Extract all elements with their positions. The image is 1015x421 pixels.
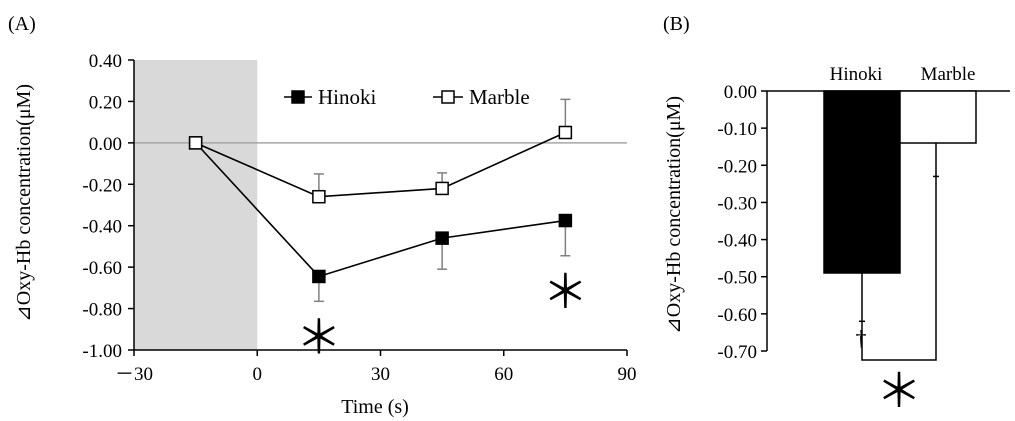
stimulus-shaded-region	[134, 60, 258, 350]
y-tick-label-a-0-20: -0.20	[82, 175, 122, 196]
panel-a-label: (A)	[8, 13, 36, 35]
y-axis-title-b: ⊿Oxy-Hb concentration(μM)	[663, 96, 685, 334]
bar-hinoki	[823, 90, 901, 274]
y-tick-label-b-0-00: 0.00	[724, 82, 757, 103]
x-tick-label-a-0: 0	[253, 364, 263, 385]
y-tick-label-b-0-60: -0.60	[717, 305, 757, 326]
y-tick-label-a-0-40: 0.40	[89, 51, 122, 72]
y-axis-title-a: ⊿Oxy-Hb concentration(μM)	[13, 84, 35, 322]
category-label-hinoki: Hinoki	[830, 64, 883, 85]
y-tick-label-a-0-80: -0.80	[82, 300, 122, 321]
y-tick-label-a-0-20: 0.20	[89, 92, 122, 113]
point-marble-1	[312, 189, 326, 204]
point-marble-2	[435, 181, 449, 196]
series-a	[188, 98, 573, 303]
y-tick-label-a-0-60: -0.60	[82, 258, 122, 279]
y-tick-label-a-0-40: -0.40	[82, 217, 122, 238]
annotations-b: †＊	[856, 176, 937, 417]
panel-b: (B) 0.00 -0.10 -0.20 -0.30 -0.40 -0.50 -0.60 -0…	[663, 13, 1010, 417]
category-label-marble: Marble	[921, 64, 976, 85]
bars-b: Hinoki Marble	[823, 64, 977, 323]
bar-marble	[899, 90, 977, 144]
legend-label-marble: Marble	[469, 85, 530, 109]
legend-label-hinoki: Hinoki	[318, 85, 377, 109]
point-marble-3	[558, 125, 573, 140]
x-tick-label-a-30: －30	[115, 364, 153, 385]
y-tick-label-b-0-40: -0.40	[717, 231, 757, 252]
point-hinoki-3	[558, 213, 573, 228]
legend: Hinoki Marble	[284, 85, 530, 109]
legend-entry-hinoki: Hinoki	[284, 85, 377, 109]
y-tick-label-b-0-20: -0.20	[717, 156, 757, 177]
x-ticks-a: －30 0 30 60 90	[115, 350, 637, 385]
significance-bracket-b	[861, 176, 937, 361]
point-hinoki-2	[435, 231, 449, 245]
x-tick-label-a-60: 60	[494, 364, 513, 385]
significance-star-b: ＊	[876, 366, 922, 417]
y-tick-label-a-0-00: 0.00	[89, 134, 122, 155]
x-tick-label-a-30: 30	[371, 364, 390, 385]
legend-entry-marble: Marble	[433, 85, 530, 109]
significance-star-a-1: ＊	[542, 267, 588, 318]
dagger-mark-hinoki: †	[856, 325, 867, 350]
panel-a: (A) 0.40 0.20 0.00 -0.20 -0.40 -0.60 -0.80 -1.0…	[8, 13, 637, 418]
legend-marker-hinoki	[291, 90, 305, 104]
y-tick-label-a-1-00: -1.00	[82, 341, 122, 362]
significance-star-a-0: ＊	[296, 312, 342, 363]
y-tick-label-b-0-10: -0.10	[717, 119, 757, 140]
panel-b-label: (B)	[663, 13, 690, 35]
legend-marker-marble	[441, 90, 455, 104]
point-hinoki-1	[312, 269, 326, 284]
x-axis-title: Time (s)	[341, 396, 409, 418]
x-tick-label-a-90: 90	[618, 364, 637, 385]
y-tick-label-b-0-30: -0.30	[717, 193, 757, 214]
point-marble-0	[188, 136, 203, 150]
y-ticks-b: 0.00 -0.10 -0.20 -0.30 -0.40 -0.50 -0.60 -0.70	[717, 82, 767, 363]
series-line-hinoki	[195, 142, 566, 278]
y-tick-label-b-0-50: -0.50	[717, 268, 757, 289]
series-line-marble	[195, 131, 566, 198]
y-ticks-a: 0.40 0.20 0.00 -0.20 -0.40 -0.60 -0.80 -1.00	[82, 51, 134, 362]
y-tick-label-b-0-70: -0.70	[717, 342, 757, 363]
annotations-a: ＊＊	[296, 267, 589, 364]
